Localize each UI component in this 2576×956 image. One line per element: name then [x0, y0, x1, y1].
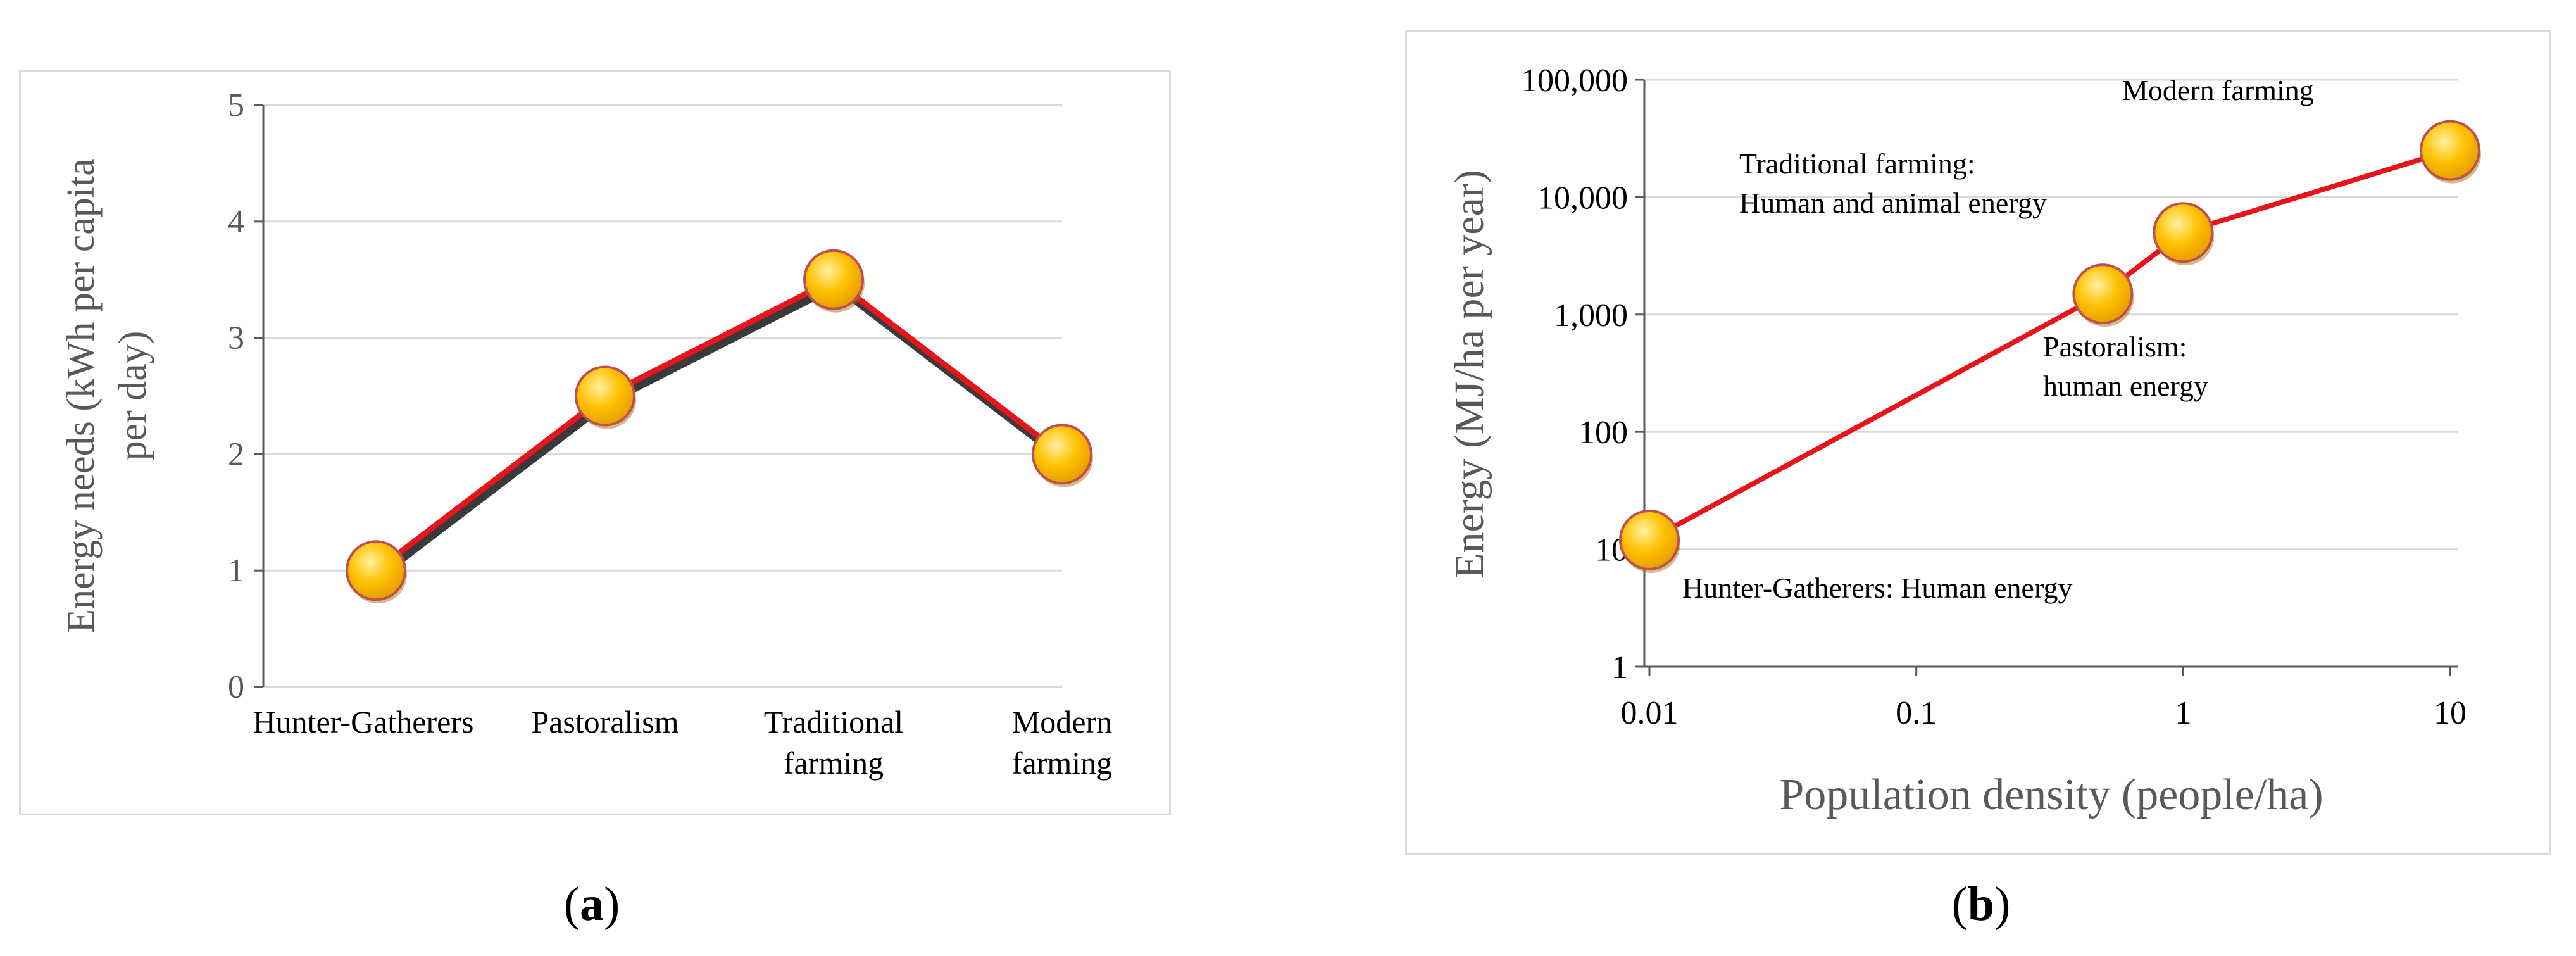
- data-point: [2072, 263, 2134, 325]
- chart-panel-a: 0 1 2 3 4 5 Energy needs (kWh per capita per da…: [19, 70, 1171, 815]
- data-point: [2420, 120, 2480, 181]
- y-tick-label: 100: [1579, 415, 1628, 451]
- y-tick-label: 4: [228, 204, 244, 240]
- y-tick-label: 0: [228, 669, 244, 705]
- x-category-label: farming: [1012, 745, 1112, 781]
- y-tick-label: 3: [228, 320, 244, 356]
- x-category-label: farming: [784, 745, 884, 781]
- x-axis-title: Population density (people/ha): [1779, 770, 2323, 819]
- chart-a-svg: 0 1 2 3 4 5 Energy needs (kWh per capita per da…: [59, 87, 1112, 781]
- y-tick-label: 1: [1611, 650, 1628, 686]
- y-tick-label: 5: [228, 87, 244, 123]
- y-axis-title: Energy (MJ/ha per year): [1446, 170, 1492, 579]
- data-point: [1619, 509, 1680, 570]
- data-point: [803, 249, 864, 310]
- y-tick-label: 1: [228, 553, 244, 589]
- y-tick-label: 10,000: [1537, 180, 1628, 216]
- point-annotation: Pastoralism:: [2043, 330, 2187, 363]
- data-point: [346, 540, 406, 601]
- x-tick-label: 1: [2175, 695, 2191, 731]
- point-annotation: Hunter-Gatherers: Human energy: [1682, 572, 2072, 604]
- y-axis-title: per day): [111, 331, 154, 461]
- x-tick-label: 10: [2434, 695, 2467, 731]
- series-line-shadow: [376, 281, 1067, 580]
- point-annotation: Traditional farming:: [1739, 148, 1975, 180]
- series-line: [1648, 148, 2451, 543]
- x-category-label: Pastoralism: [531, 704, 678, 739]
- x-tick-label: 0.1: [1896, 695, 1937, 731]
- point-annotation: human energy: [2043, 370, 2208, 402]
- point-annotation: Modern farming: [2122, 74, 2314, 106]
- y-tick-label: 2: [228, 436, 244, 472]
- y-tick-label: 1,000: [1554, 298, 1628, 334]
- chart-panel-b: 1 10 100 1,000 10,000 100,000 0.01 0.1 1 10 Popula…: [1405, 30, 2551, 855]
- data-point: [2153, 202, 2214, 263]
- x-category-label: Hunter-Gatherers: [253, 704, 474, 739]
- x-category-label: Traditional: [764, 704, 903, 739]
- panel-label-b: (b): [1951, 877, 2011, 931]
- data-point: [575, 365, 635, 427]
- y-tick-label: 100,000: [1521, 63, 1628, 99]
- panel-label-a: (a): [563, 877, 620, 931]
- x-category-label: Modern: [1012, 704, 1112, 739]
- x-tick-label: 0.01: [1621, 695, 1679, 731]
- series-line: [374, 277, 1064, 573]
- data-point: [1032, 424, 1092, 485]
- y-axis-title: Energy needs (kWh per capita: [59, 158, 103, 632]
- point-annotation: Human and animal energy: [1739, 187, 2047, 219]
